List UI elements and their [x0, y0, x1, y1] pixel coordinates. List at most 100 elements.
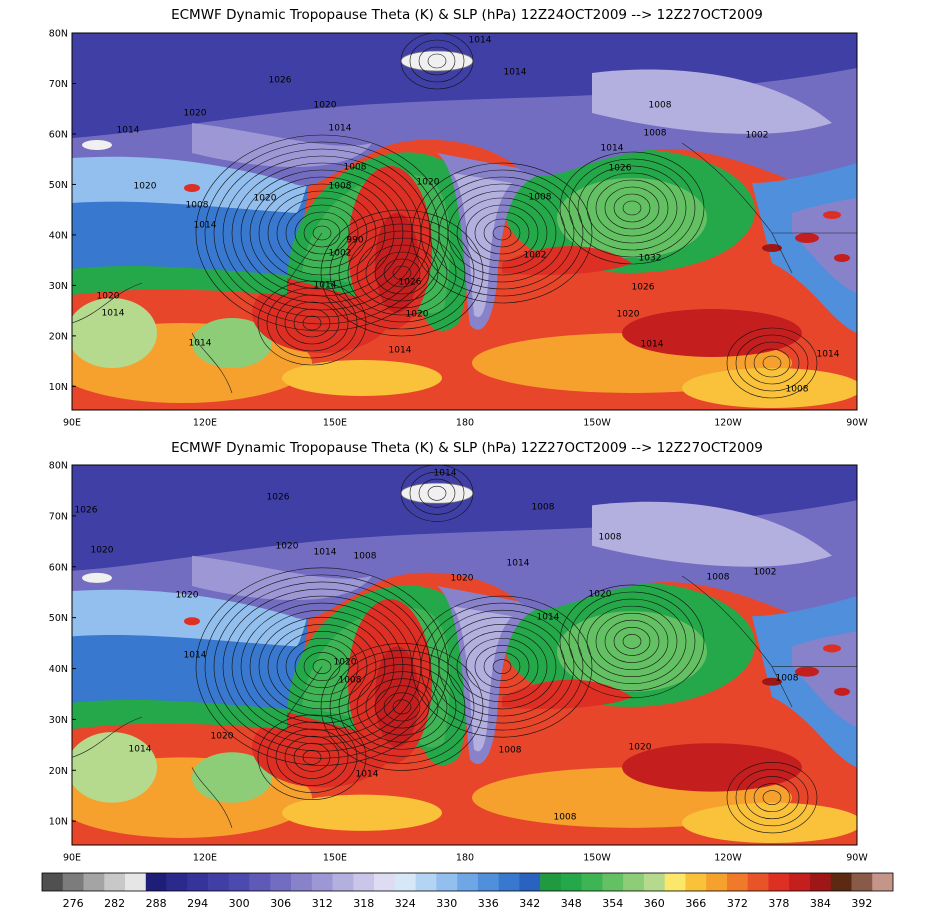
lat-label: 20N: [49, 331, 68, 342]
contour-label: 1020: [97, 292, 120, 302]
lon-label: 180: [456, 418, 474, 429]
panel-title: ECMWF Dynamic Tropopause Theta (K) & SLP…: [171, 7, 763, 23]
lon-label: 120W: [714, 418, 742, 429]
contour-label: 1008: [354, 552, 377, 562]
contour-label: 1020: [211, 732, 234, 742]
lon-label: 90W: [846, 418, 868, 429]
lon-label: 120E: [193, 418, 217, 429]
colorbar-box: [394, 873, 416, 891]
colorbar-label: 384: [810, 897, 831, 910]
map-panel: [72, 465, 857, 846]
contour-label: 1008: [529, 193, 552, 203]
contour-label: 1020: [254, 194, 277, 204]
contour-label: 1014: [314, 281, 337, 291]
colorbar-label: 378: [768, 897, 789, 910]
colorbar-box: [747, 873, 769, 891]
lon-label: 120E: [193, 853, 217, 864]
contour-label: 1008: [554, 813, 577, 823]
lat-label: 40N: [49, 664, 68, 675]
contour-label: 1014: [129, 745, 152, 755]
contour-label: 1020: [134, 182, 157, 192]
colorbar-box: [602, 873, 624, 891]
contour-label: 1002: [329, 249, 352, 259]
contour-label: 1014: [434, 469, 457, 479]
contour-label: 1008: [649, 101, 672, 111]
colorbar-box: [830, 873, 852, 891]
contour-label: 1014: [189, 339, 212, 349]
contour-label: 1014: [507, 559, 530, 569]
contour-label: 1008: [707, 573, 730, 583]
colorbar-label: 294: [187, 897, 208, 910]
colorbar-box: [768, 873, 790, 891]
colorbar-box: [228, 873, 250, 891]
contour-label: 1002: [524, 251, 547, 261]
colorbar-box: [83, 873, 105, 891]
colorbar-box: [519, 873, 541, 891]
contour-label: 1020: [451, 574, 474, 584]
colorbar-box: [623, 873, 645, 891]
colorbar-box: [809, 873, 832, 891]
colorbar-box: [789, 873, 811, 891]
lon-label: 90E: [63, 418, 81, 429]
contour-label: 1002: [746, 131, 769, 141]
contour-label: 1026: [267, 493, 290, 503]
lat-label: 20N: [49, 766, 68, 777]
colorbar-box: [540, 873, 562, 891]
colorbar: 276 282 288 294 300 306 312 318 324 330 336 342 348 3…: [41, 872, 894, 910]
lat-label: 80N: [49, 461, 68, 472]
colorbar-label: 342: [519, 897, 540, 910]
lon-label: 150E: [323, 418, 347, 429]
lon-label: 120W: [714, 853, 742, 864]
colorbar-label: 276: [63, 897, 84, 910]
contour-label: 1026: [75, 506, 98, 516]
contour-label: 1026: [399, 278, 422, 288]
contour-label: 1008: [532, 503, 555, 513]
colorbar-box: [498, 873, 520, 891]
contour-label: 1008: [344, 163, 367, 173]
colorbar-label: 366: [685, 897, 706, 910]
colorbar-box: [270, 873, 292, 891]
lon-label: 180: [456, 853, 474, 864]
colorbar-box: [291, 873, 313, 891]
contour-label: 1014: [356, 770, 379, 780]
colorbar-box: [872, 873, 894, 891]
colorbar-label: 288: [146, 897, 167, 910]
contour-label: 1020: [629, 743, 652, 753]
contour-label: 1020: [314, 101, 337, 111]
colorbar-label: 300: [229, 897, 250, 910]
colorbar-box: [664, 873, 686, 891]
contour-label: 1020: [276, 542, 299, 552]
contour-label: 1020: [617, 310, 640, 320]
colorbar-box: [706, 873, 728, 891]
contour-label: 1020: [91, 546, 114, 556]
colorbar-box: [145, 873, 167, 891]
colorbar-box: [125, 873, 147, 891]
labels: 80N 70N 60N 50N 40N 30N 20N 10N 90E 120E 150E 180 15…: [49, 29, 869, 864]
contour-label: 1014: [601, 144, 624, 154]
contour-label: 1002: [754, 568, 777, 578]
lat-label: 70N: [49, 79, 68, 90]
colorbar-box: [374, 873, 396, 891]
contour-label: 1020: [184, 109, 207, 119]
colorbar-label: 392: [851, 897, 872, 910]
colorbar-box: [353, 873, 375, 891]
colorbar-box: [415, 873, 437, 891]
panel-title: ECMWF Dynamic Tropopause Theta (K) & SLP…: [171, 440, 763, 456]
colorbar-box: [477, 873, 499, 891]
contour-label: 1020: [334, 658, 357, 668]
lat-label: 30N: [49, 281, 68, 292]
colorbar-label: 330: [436, 897, 457, 910]
contour-label: 1014: [641, 340, 664, 350]
contour-label: 1020: [589, 590, 612, 600]
lat-label: 10N: [49, 817, 68, 828]
contour-label: 1008: [776, 674, 799, 684]
contour-label: 1014: [469, 36, 492, 46]
contour-label: 1008: [786, 385, 809, 395]
contour-label: 1014: [194, 221, 217, 231]
colorbar-box: [851, 873, 873, 891]
contour-label: 1008: [599, 533, 622, 543]
colorbar-box: [332, 873, 354, 891]
contour-label: 1032: [639, 254, 662, 264]
colorbar-frame: [41, 872, 894, 892]
